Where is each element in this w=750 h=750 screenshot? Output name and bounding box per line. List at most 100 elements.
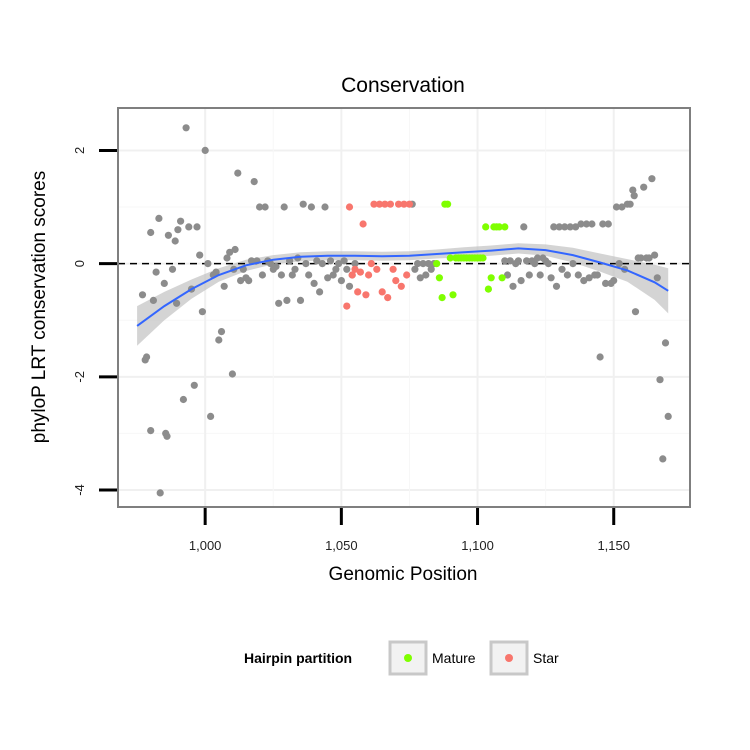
- point-other: [185, 223, 193, 231]
- point-other: [310, 279, 318, 287]
- chart-title: Conservation: [341, 74, 465, 97]
- y-tick-label: -4: [72, 484, 87, 496]
- point-other: [588, 220, 596, 228]
- point-other: [207, 412, 215, 420]
- point-other: [247, 257, 256, 265]
- point-other: [215, 336, 223, 344]
- point-other: [283, 296, 291, 304]
- point-other: [321, 203, 329, 211]
- point-star: [405, 200, 413, 208]
- panel-border: [117, 107, 691, 508]
- point-other: [147, 228, 155, 237]
- point-other: [580, 277, 588, 285]
- point-other: [569, 260, 577, 268]
- point-other: [212, 268, 220, 276]
- point-other: [155, 214, 163, 222]
- x-tick-label: 1,000: [189, 538, 222, 553]
- point-other: [305, 271, 313, 279]
- point-other: [228, 370, 236, 378]
- point-other: [261, 203, 269, 211]
- point-other: [506, 257, 514, 265]
- point-star: [348, 271, 356, 279]
- point-other: [160, 279, 168, 287]
- x-axis-title: Genomic Position: [329, 564, 478, 585]
- x-tick-label: 1,150: [597, 538, 630, 553]
- point-other: [653, 274, 661, 282]
- point-mature: [498, 274, 506, 282]
- point-other: [596, 353, 604, 361]
- point-other: [340, 257, 348, 265]
- point-other: [174, 226, 182, 234]
- point-other: [593, 271, 602, 279]
- point-other: [555, 223, 563, 231]
- point-other: [640, 183, 648, 191]
- legend-label-star: Star: [533, 650, 559, 666]
- y-tick-label: -2: [72, 371, 87, 383]
- point-other: [258, 271, 266, 279]
- point-star: [392, 277, 400, 285]
- point-mature: [438, 294, 446, 302]
- point-mature: [479, 254, 487, 262]
- point-other: [637, 254, 645, 262]
- point-other: [201, 146, 209, 154]
- x-axis: 1,000 1,050 1,100 1,150: [189, 508, 630, 553]
- legend-dot-star: [505, 654, 513, 662]
- y-tick-label: 0: [72, 260, 87, 267]
- point-other: [299, 200, 307, 208]
- point-other: [190, 381, 198, 389]
- point-other: [277, 271, 285, 279]
- point-other: [198, 308, 206, 316]
- point-star: [354, 288, 362, 296]
- point-other: [288, 271, 296, 279]
- point-other: [217, 328, 226, 336]
- point-other: [656, 376, 664, 384]
- point-star: [370, 200, 378, 208]
- point-other: [234, 169, 242, 177]
- point-star: [395, 200, 403, 208]
- point-other: [226, 248, 234, 256]
- point-other: [316, 288, 324, 296]
- point-other: [630, 192, 638, 200]
- point-other: [307, 203, 315, 211]
- point-other: [604, 220, 612, 228]
- point-other: [168, 265, 177, 273]
- point-star: [351, 265, 359, 273]
- point-other: [411, 265, 419, 273]
- point-star: [375, 200, 384, 208]
- point-other: [343, 265, 351, 273]
- point-other: [547, 274, 555, 282]
- point-other: [422, 271, 430, 279]
- point-other: [651, 251, 659, 259]
- point-star: [365, 271, 373, 279]
- point-star: [384, 294, 392, 302]
- point-other: [536, 271, 544, 279]
- point-other: [318, 260, 326, 268]
- point-other: [582, 220, 591, 228]
- point-other: [345, 282, 354, 290]
- legend-key-mature: [388, 640, 428, 676]
- point-other: [525, 271, 533, 279]
- point-other: [599, 220, 607, 228]
- point-star: [356, 268, 364, 276]
- point-other: [196, 251, 204, 259]
- point-star: [359, 220, 367, 228]
- x-tick-label: 1,050: [325, 538, 358, 553]
- point-other: [193, 223, 201, 231]
- point-other: [245, 277, 253, 285]
- point-other: [351, 260, 359, 268]
- point-other: [250, 178, 258, 186]
- point-other: [523, 257, 531, 265]
- point-other: [531, 260, 539, 268]
- y-axis-title: phyloP LRT conservation scores: [29, 171, 50, 444]
- panel-rect: [118, 108, 690, 507]
- point-other: [615, 260, 623, 268]
- point-other: [266, 260, 275, 268]
- point-other: [416, 274, 424, 282]
- point-other: [629, 186, 637, 194]
- point-other: [223, 254, 231, 262]
- legend-label-mature: Mature: [432, 650, 476, 666]
- point-other: [152, 268, 160, 276]
- point-other: [220, 282, 228, 290]
- point-other: [544, 260, 553, 268]
- y-tick-label: 2: [72, 147, 87, 154]
